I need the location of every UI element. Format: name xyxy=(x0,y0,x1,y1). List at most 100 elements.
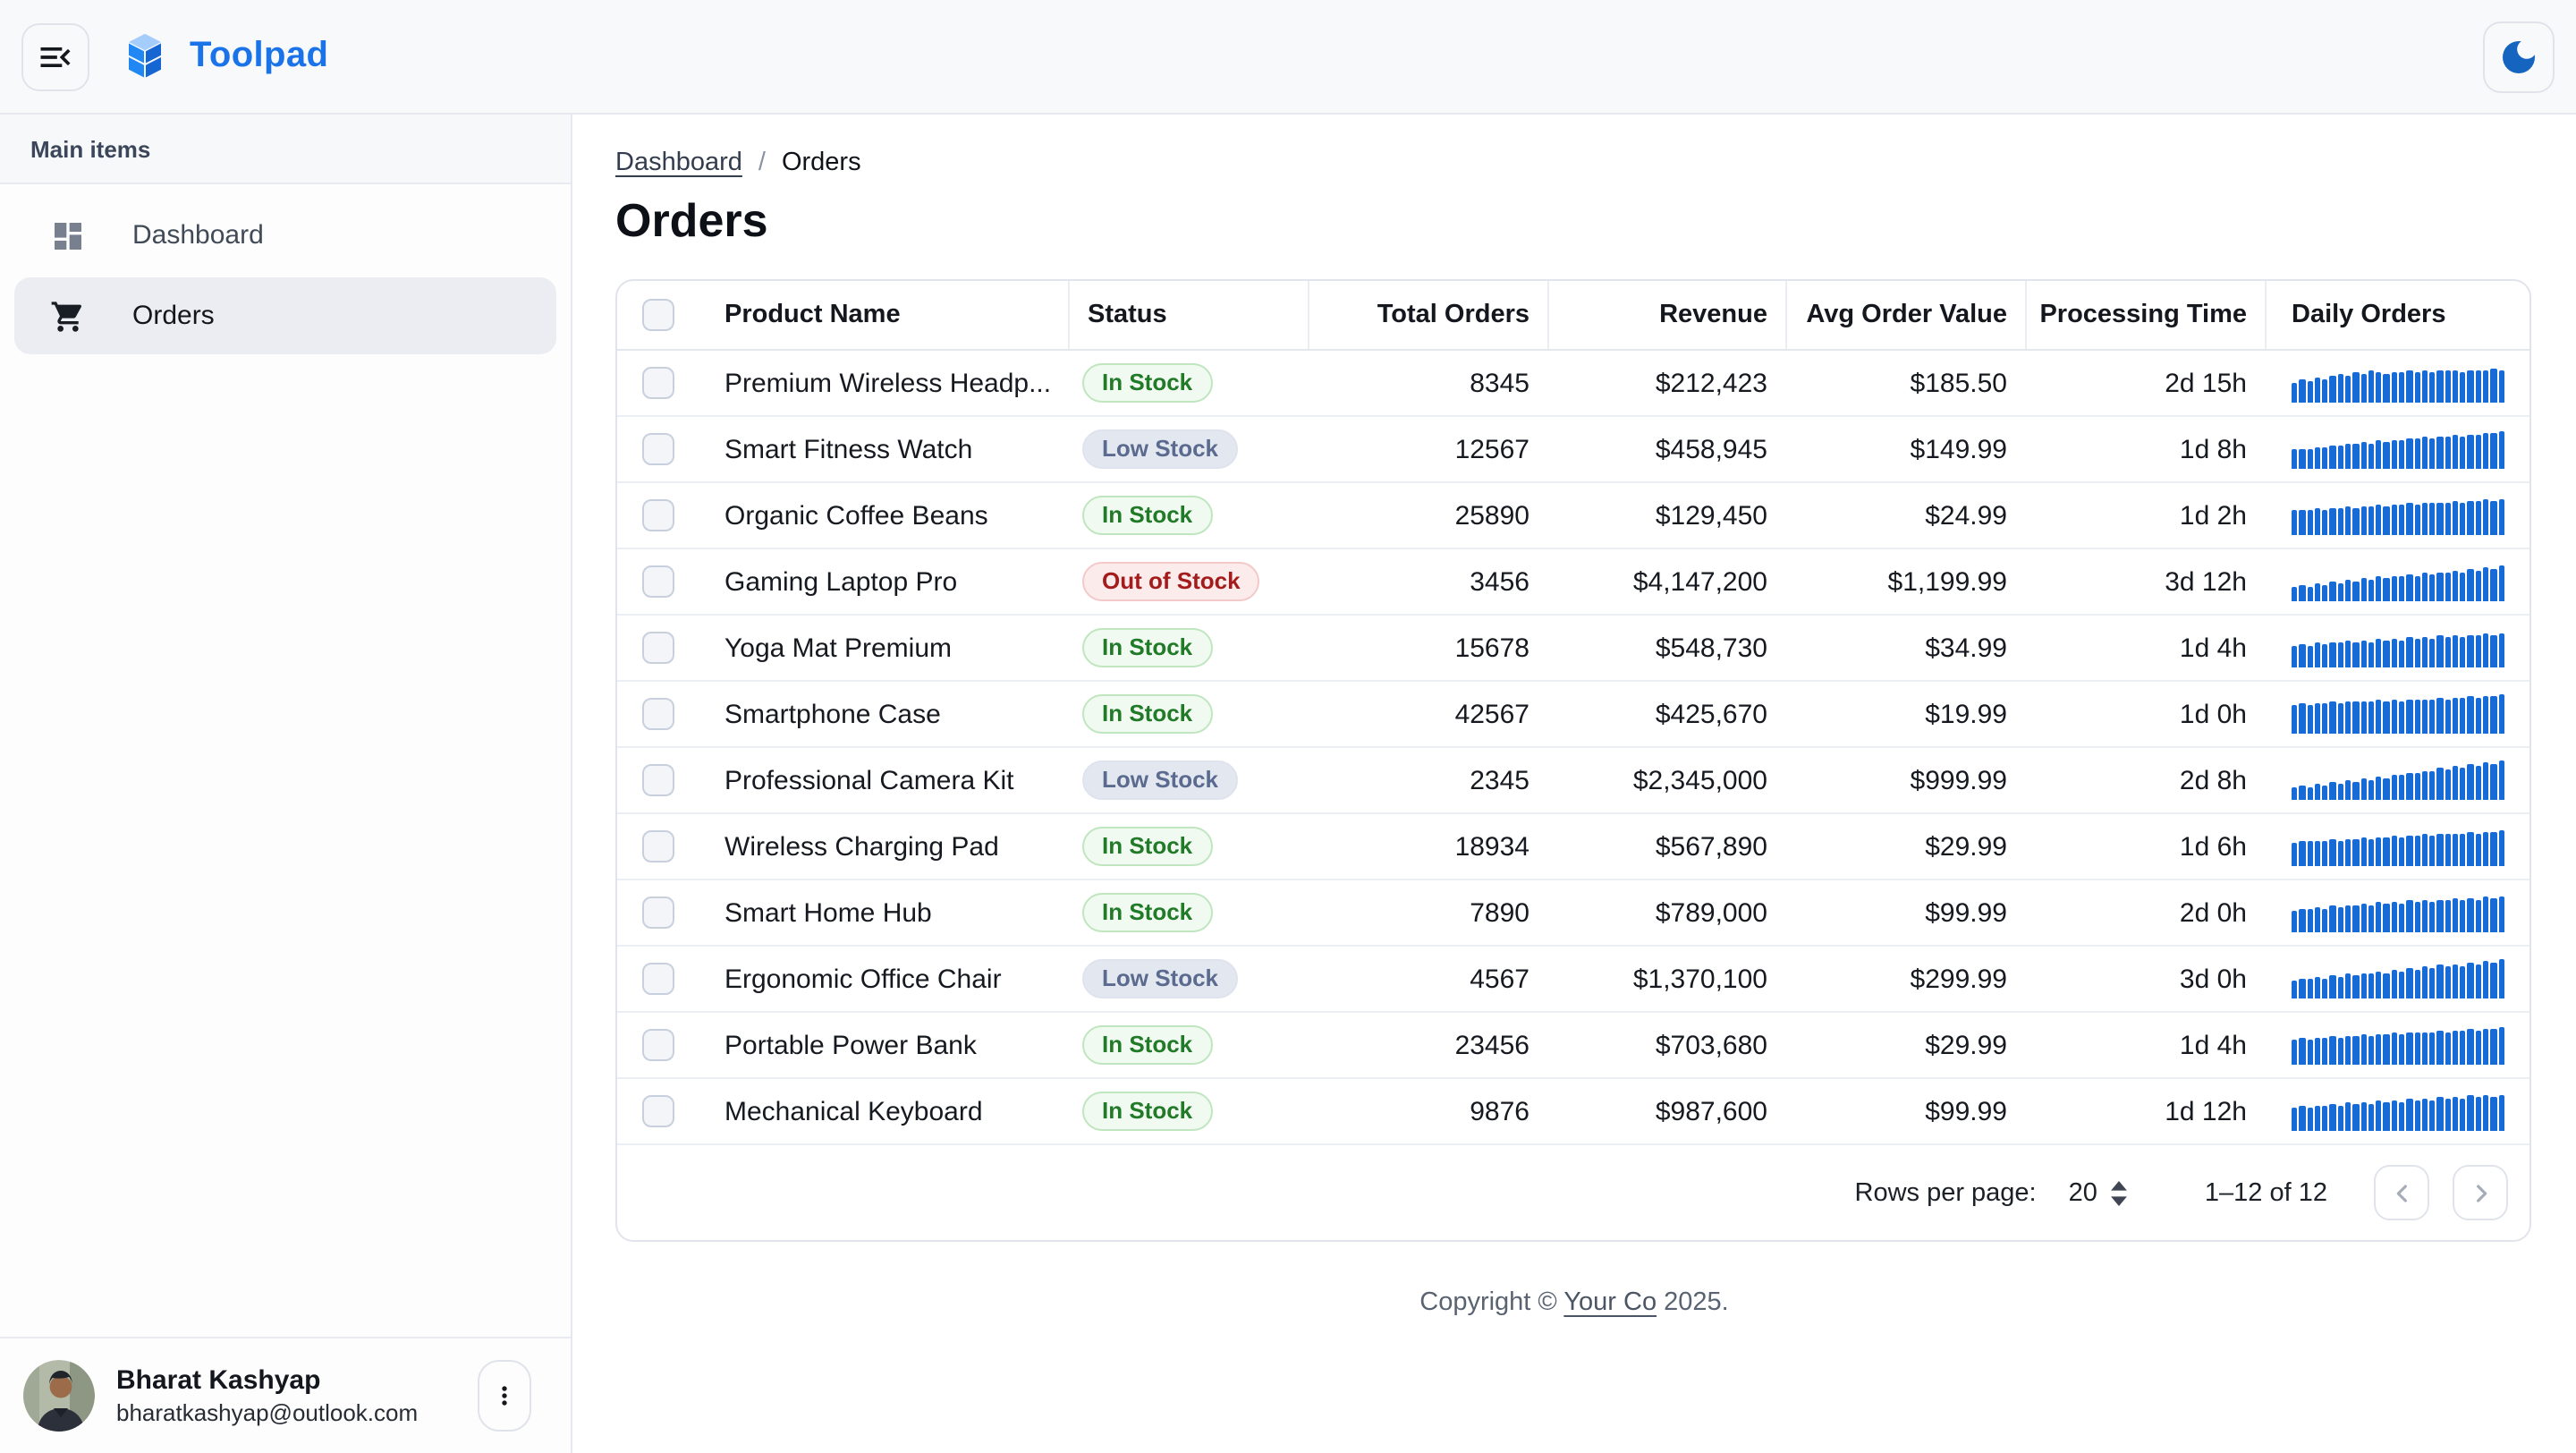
revenue-cell: $4,147,200 xyxy=(1632,566,1767,597)
daily-orders-cell xyxy=(2265,616,2529,680)
revenue-cell: $2,345,000 xyxy=(1632,765,1767,795)
total-orders-cell: 15678 xyxy=(1454,633,1530,663)
processing-time-cell: 1d 12h xyxy=(2165,1096,2247,1126)
avg-order-value-cell: $185.50 xyxy=(1910,368,2007,398)
avatar[interactable] xyxy=(23,1360,95,1432)
row-checkbox[interactable] xyxy=(642,565,674,598)
product-name-cell: Smart Fitness Watch xyxy=(724,434,973,464)
moon-icon xyxy=(2497,35,2540,78)
table-row[interactable]: Wireless Charging Pad In Stock 18934 $567,8… xyxy=(617,814,2529,880)
revenue-cell: $789,000 xyxy=(1655,897,1767,928)
revenue-cell: $703,680 xyxy=(1655,1030,1767,1060)
row-checkbox[interactable] xyxy=(642,764,674,796)
processing-time-cell: 1d 4h xyxy=(2179,633,2247,663)
copyright-prefix: Copyright © xyxy=(1419,1288,1564,1317)
daily-orders-sparkline xyxy=(2292,893,2504,932)
total-orders-cell: 25890 xyxy=(1454,500,1530,531)
row-checkbox[interactable] xyxy=(642,367,674,399)
product-name-cell: Yoga Mat Premium xyxy=(724,633,953,663)
company-link[interactable]: Your Co xyxy=(1563,1288,1657,1317)
status-cell: In Stock xyxy=(1068,682,1308,746)
status-cell: Out of Stock xyxy=(1068,549,1308,614)
table-row[interactable]: Smart Fitness Watch Low Stock 12567 $458,94… xyxy=(617,417,2529,483)
rows-per-page-value[interactable]: 20 xyxy=(2068,1178,2097,1207)
avg-order-value-cell: $19.99 xyxy=(1925,699,2007,729)
product-name-cell: Mechanical Keyboard xyxy=(724,1096,983,1126)
total-orders-cell: 3456 xyxy=(1470,566,1530,597)
status-cell: In Stock xyxy=(1068,1079,1308,1143)
table-row[interactable]: Mechanical Keyboard In Stock 9876 $987,600 $… xyxy=(617,1079,2529,1145)
table-row[interactable]: Portable Power Bank In Stock 23456 $703,680… xyxy=(617,1013,2529,1079)
daily-orders-cell xyxy=(2265,947,2529,1011)
row-checkbox[interactable] xyxy=(642,896,674,929)
processing-time-cell: 2d 8h xyxy=(2179,765,2247,795)
column-header-revenue[interactable]: Revenue xyxy=(1547,281,1785,349)
column-header-status[interactable]: Status xyxy=(1068,281,1308,349)
next-page-button[interactable] xyxy=(2453,1165,2508,1220)
column-header-daily-orders[interactable]: Daily Orders xyxy=(2265,281,2529,349)
row-checkbox[interactable] xyxy=(642,1029,674,1061)
collapse-sidebar-button[interactable] xyxy=(21,22,89,90)
row-checkbox[interactable] xyxy=(642,1095,674,1127)
table-row[interactable]: Gaming Laptop Pro Out of Stock 3456 $4,147,… xyxy=(617,549,2529,616)
theme-toggle-button[interactable] xyxy=(2483,21,2555,92)
table-row[interactable]: Yoga Mat Premium In Stock 15678 $548,730 $34… xyxy=(617,616,2529,682)
row-checkbox[interactable] xyxy=(642,632,674,664)
status-badge: In Stock xyxy=(1082,628,1213,667)
processing-time-cell: 2d 15h xyxy=(2165,368,2247,398)
copyright: Copyright © Your Co 2025. xyxy=(615,1288,2533,1317)
row-checkbox[interactable] xyxy=(642,433,674,465)
processing-time-cell: 1d 2h xyxy=(2179,500,2247,531)
daily-orders-sparkline xyxy=(2292,628,2504,667)
table-pagination: Rows per page: 20 1–12 of 12 xyxy=(617,1145,2529,1240)
revenue-cell: $548,730 xyxy=(1655,633,1767,663)
select-all-checkbox[interactable] xyxy=(642,299,674,331)
table-row[interactable]: Smartphone Case In Stock 42567 $425,670 $19.… xyxy=(617,682,2529,748)
column-header-processing-time[interactable]: Processing Time xyxy=(2025,281,2265,349)
daily-orders-cell xyxy=(2265,1079,2529,1143)
row-checkbox-cell xyxy=(617,417,699,481)
processing-time-cell: 1d 0h xyxy=(2179,699,2247,729)
daily-orders-cell xyxy=(2265,814,2529,879)
status-badge: In Stock xyxy=(1082,363,1213,403)
rows-per-page-label: Rows per page: xyxy=(1854,1178,2037,1207)
row-checkbox[interactable] xyxy=(642,698,674,730)
table-row[interactable]: Professional Camera Kit Low Stock 2345 $2,3… xyxy=(617,748,2529,814)
previous-page-button[interactable] xyxy=(2374,1165,2429,1220)
total-orders-cell: 8345 xyxy=(1470,368,1530,398)
table-row[interactable]: Premium Wireless Headp... In Stock 8345 $21… xyxy=(617,351,2529,417)
product-name-cell: Organic Coffee Beans xyxy=(724,500,988,531)
table-row[interactable]: Organic Coffee Beans In Stock 25890 $129,45… xyxy=(617,483,2529,549)
status-cell: In Stock xyxy=(1068,880,1308,945)
row-checkbox-cell xyxy=(617,748,699,812)
daily-orders-cell xyxy=(2265,483,2529,548)
sidebar-item-dashboard[interactable]: Dashboard xyxy=(14,197,556,274)
total-orders-cell: 9876 xyxy=(1470,1096,1530,1126)
user-menu-button[interactable] xyxy=(478,1360,531,1432)
row-checkbox-cell xyxy=(617,351,699,415)
row-checkbox[interactable] xyxy=(642,830,674,862)
avg-order-value-cell: $299.99 xyxy=(1910,964,2007,994)
column-header-total-orders[interactable]: Total Orders xyxy=(1308,281,1547,349)
breadcrumb-link-dashboard[interactable]: Dashboard xyxy=(615,149,742,177)
column-header-avg-order-value[interactable]: Avg Order Value xyxy=(1785,281,2025,349)
row-checkbox[interactable] xyxy=(642,963,674,995)
avg-order-value-cell: $29.99 xyxy=(1925,831,2007,862)
brand[interactable]: Toolpad xyxy=(118,30,328,83)
revenue-cell: $567,890 xyxy=(1655,831,1767,862)
status-badge: In Stock xyxy=(1082,1025,1213,1065)
rows-per-page-stepper[interactable] xyxy=(2110,1180,2130,1205)
row-checkbox[interactable] xyxy=(642,499,674,531)
column-header-product-name[interactable]: Product Name xyxy=(724,301,901,329)
table-row[interactable]: Ergonomic Office Chair Low Stock 4567 $1,37… xyxy=(617,947,2529,1013)
table-row[interactable]: Smart Home Hub In Stock 7890 $789,000 $99.99… xyxy=(617,880,2529,947)
chevron-right-icon xyxy=(2466,1178,2495,1207)
total-orders-cell: 2345 xyxy=(1470,765,1530,795)
daily-orders-cell xyxy=(2265,682,2529,746)
avg-order-value-cell: $99.99 xyxy=(1925,1096,2007,1126)
sidebar-user-section: Bharat Kashyap bharatkashyap@outlook.com xyxy=(0,1337,571,1453)
sidebar-item-orders[interactable]: Orders xyxy=(14,277,556,354)
processing-time-cell: 3d 12h xyxy=(2165,566,2247,597)
revenue-cell: $987,600 xyxy=(1655,1096,1767,1126)
daily-orders-sparkline xyxy=(2292,496,2504,535)
